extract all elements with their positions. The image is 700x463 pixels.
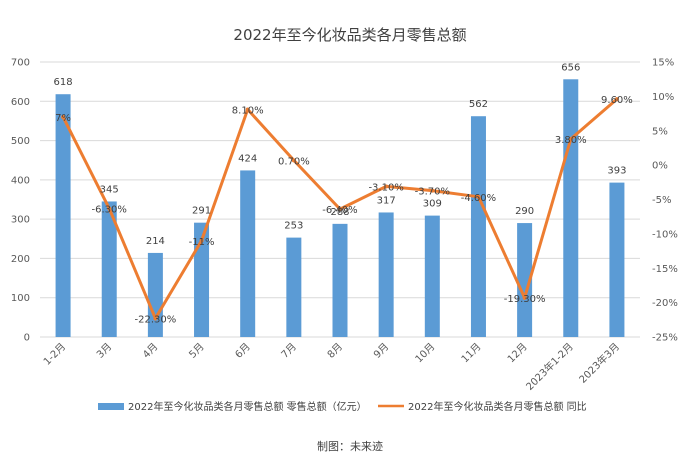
line-point xyxy=(61,115,66,119)
line-point xyxy=(614,97,619,102)
line-value-label: 9.60% xyxy=(601,95,633,106)
y-left-tick-label: 300 xyxy=(11,215,30,226)
bar-value-label: 618 xyxy=(54,77,73,88)
line-point xyxy=(430,188,435,193)
legend: 2022年至今化妆品类各月零售总额 零售总额（亿元） 2022年至今化妆品类各月… xyxy=(98,400,587,413)
bar-value-label: 214 xyxy=(146,236,165,247)
y-right-tick-label: -10% xyxy=(652,229,678,240)
line-point xyxy=(153,316,158,321)
line-point xyxy=(199,238,204,243)
credit-text: 制图：未来迹 xyxy=(317,440,383,453)
line-value-label: -4.60% xyxy=(461,193,496,204)
line-point xyxy=(522,295,527,300)
line-value-label: 3.80% xyxy=(555,135,587,146)
line-point xyxy=(476,194,481,199)
bar xyxy=(424,215,440,337)
y-right-tick-label: 15% xyxy=(652,58,674,69)
bar xyxy=(147,252,163,337)
bar xyxy=(194,222,210,337)
y-right-tick-label: 10% xyxy=(652,92,674,103)
line-point xyxy=(291,158,296,163)
line-value-label: -19.30% xyxy=(504,294,546,305)
x-tick-label: 4月 xyxy=(140,341,160,361)
bar xyxy=(563,79,579,338)
line-value-label: -6.30% xyxy=(92,204,127,215)
y-right-tick-label: -25% xyxy=(652,333,678,344)
y-right-tick-label: -20% xyxy=(652,298,678,309)
y-left-tick-label: 700 xyxy=(11,58,30,69)
line-point xyxy=(245,107,250,112)
x-tick-label: 5月 xyxy=(187,341,207,361)
bar-value-label: 562 xyxy=(469,99,488,110)
x-tick-label: 11月 xyxy=(459,341,484,366)
bar xyxy=(240,170,256,337)
y-right-tick-label: -5% xyxy=(652,195,671,206)
bar-value-label: 288 xyxy=(330,207,349,218)
bar-value-label: 309 xyxy=(423,199,442,210)
bar-value-label: 424 xyxy=(238,153,257,164)
x-tick-label: 3月 xyxy=(94,341,114,361)
line-point xyxy=(338,207,342,212)
y-left-tick-label: 400 xyxy=(11,175,30,186)
bar xyxy=(286,237,302,337)
x-tick-label: 1-2月 xyxy=(41,341,68,368)
legend-line-label: 2022年至今化妆品类各月零售总额 同比 xyxy=(408,400,587,413)
legend-bar-label: 2022年至今化妆品类各月零售总额 零售总额（亿元） xyxy=(128,400,367,413)
x-tick-label: 8月 xyxy=(325,341,345,361)
bar xyxy=(378,212,394,337)
y-right-tick-label: 5% xyxy=(652,126,668,137)
line-value-label: -3.10% xyxy=(368,182,403,193)
chart-title: 2022年至今化妆品类各月零售总额 xyxy=(233,26,466,44)
bar xyxy=(609,182,625,337)
y-left-tick-label: 0 xyxy=(24,333,30,344)
bar-value-label: 656 xyxy=(561,62,580,73)
line-value-label: 8.10% xyxy=(232,105,264,116)
bar-series xyxy=(55,79,625,338)
x-tick-label: 10月 xyxy=(413,341,438,366)
line-value-label: 0.70% xyxy=(278,156,310,167)
y-left-tick-label: 600 xyxy=(11,97,30,108)
y-right-tick-label: 0% xyxy=(652,161,668,172)
bar-value-label: 345 xyxy=(100,184,119,195)
x-tick-label: 2023年3月 xyxy=(576,340,622,386)
bar-value-label: 291 xyxy=(192,206,211,217)
bar xyxy=(101,201,117,337)
x-tick-label: 6月 xyxy=(233,341,253,361)
line-value-label: -11% xyxy=(189,237,215,248)
bar xyxy=(517,223,533,337)
x-tick-label: 2023年1-2月 xyxy=(523,340,576,393)
y-left-tick-label: 100 xyxy=(11,293,30,304)
bar xyxy=(55,94,71,337)
bar-value-label: 317 xyxy=(377,195,396,206)
line-point xyxy=(107,206,112,211)
data-labels: 618 345 214 291 424 253 288 317 309 562 290 656 393 7… xyxy=(54,62,633,325)
bar xyxy=(332,223,348,337)
line-value-label: -3.70% xyxy=(415,187,450,198)
y-left-tick-label: 500 xyxy=(11,136,30,147)
bar-value-label: 253 xyxy=(284,221,303,232)
x-tick-label: 9月 xyxy=(371,341,391,361)
bar-value-label: 290 xyxy=(515,206,534,217)
y-left-tick-label: 200 xyxy=(11,254,30,265)
bar-value-label: 393 xyxy=(607,166,626,177)
x-tick-label: 12月 xyxy=(505,341,530,366)
y-right-tick-label: -15% xyxy=(652,264,678,275)
x-tick-label: 7月 xyxy=(279,341,299,361)
line-series xyxy=(61,97,619,321)
line-value-label: -6.40% xyxy=(322,205,357,216)
line-value-label: -22.30% xyxy=(135,314,177,325)
line-point xyxy=(384,184,389,189)
bar xyxy=(470,116,486,337)
line-point xyxy=(568,137,573,141)
line-value-label: 7% xyxy=(55,113,71,124)
legend-bar-swatch xyxy=(98,403,124,410)
